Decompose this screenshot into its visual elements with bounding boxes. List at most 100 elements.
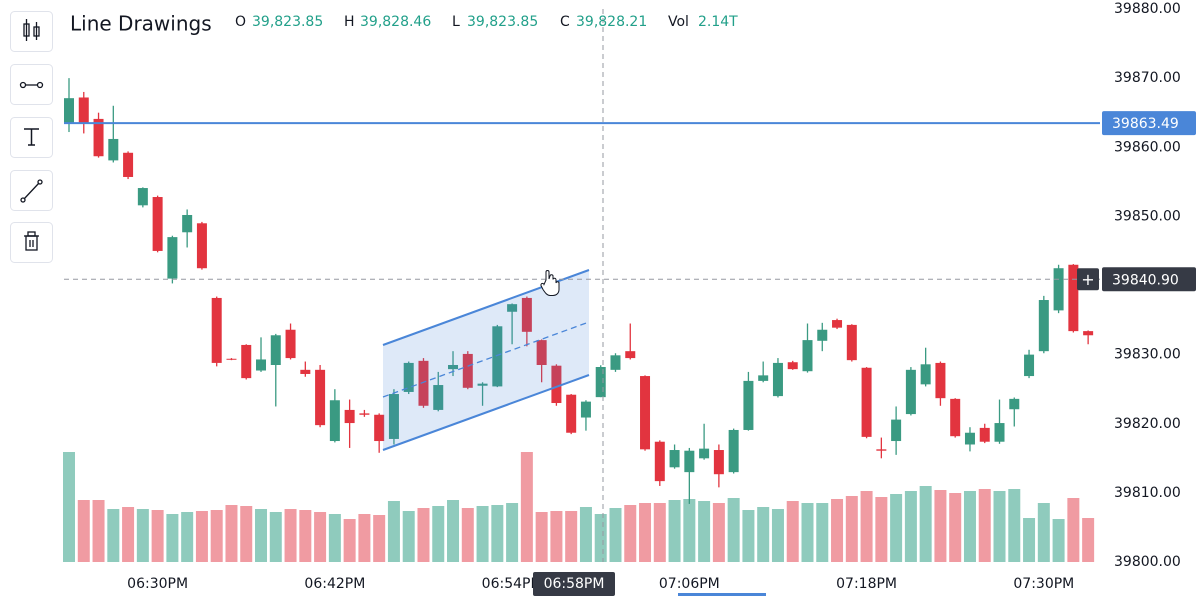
volume-bar <box>535 512 548 562</box>
candle-body <box>93 118 104 157</box>
candle-body <box>743 380 754 430</box>
candle-body <box>256 359 267 371</box>
volume-bar <box>299 510 312 562</box>
candle-body <box>403 362 414 392</box>
volume-bar <box>447 500 460 562</box>
volume-bar <box>166 514 179 562</box>
volume-bar <box>225 505 238 562</box>
volume-bar <box>771 509 784 562</box>
candle-body <box>684 450 695 473</box>
x-tick-label: 07:06PM <box>659 576 720 592</box>
volume-bar <box>742 510 755 562</box>
volume-bar <box>727 498 740 562</box>
candle-body <box>492 326 503 387</box>
candle-body <box>226 358 237 360</box>
volume-bar <box>506 503 519 562</box>
candle-body <box>78 97 89 124</box>
candle-body <box>108 138 119 161</box>
volume-bar <box>624 505 637 562</box>
candle-body <box>964 432 975 445</box>
candle-body <box>1038 300 1049 352</box>
volume-bar <box>328 514 341 562</box>
candle-body <box>1009 398 1020 410</box>
candle-body <box>551 365 562 404</box>
volume-bar <box>845 496 858 562</box>
volume-bar <box>609 508 622 562</box>
scrollbar[interactable] <box>678 593 766 596</box>
candle-body <box>935 362 946 399</box>
candle-body <box>920 364 931 385</box>
volume-bar <box>993 491 1006 562</box>
candle-body <box>167 237 178 279</box>
ohlc-legend: O 39,823.85 H 39,828.46 L 39,823.85 C 39… <box>235 14 738 30</box>
price-label: 39863.49 <box>1112 116 1179 132</box>
y-tick-label: 39880.00 <box>1114 1 1181 17</box>
volume-bar <box>255 509 268 562</box>
legend-key: H <box>344 14 355 30</box>
candle-body <box>388 394 399 439</box>
candle-body <box>654 441 665 482</box>
candle-body <box>152 197 163 251</box>
crosshair-plus: + <box>1081 270 1094 289</box>
volume-bar <box>284 509 297 562</box>
candle-body <box>433 385 444 410</box>
candle-body <box>462 353 473 388</box>
volume-bar <box>875 497 888 562</box>
candle-body <box>182 214 193 233</box>
y-tick-label: 39800.00 <box>1114 554 1181 570</box>
y-tick-label: 39870.00 <box>1114 70 1181 86</box>
legend-key: L <box>452 14 460 30</box>
volume-bar <box>520 452 533 562</box>
candle-body <box>448 364 459 370</box>
crosshair-time: 06:58PM <box>544 576 605 592</box>
candle-body <box>374 414 385 442</box>
x-tick-label: 07:18PM <box>836 576 897 592</box>
candle-body <box>329 400 340 442</box>
candle-tool[interactable] <box>10 11 53 52</box>
candle-body <box>300 369 311 374</box>
volume-bar <box>314 512 327 562</box>
volume-bar <box>373 515 386 562</box>
candle-body <box>344 409 355 424</box>
crosshair-plus-box <box>1077 268 1099 291</box>
candle-body <box>861 367 872 437</box>
legend-key: O <box>235 14 246 30</box>
volume-bar <box>136 509 149 562</box>
volume-bar <box>565 511 578 562</box>
volume-bar <box>963 491 976 562</box>
candle-body <box>832 320 843 328</box>
legend-value: 2.14T <box>698 14 738 30</box>
volume-bar <box>476 506 489 562</box>
candle-body <box>1083 331 1094 336</box>
candle-body <box>625 351 636 359</box>
legend-value: 39,823.85 <box>467 14 538 30</box>
candle-body <box>802 340 813 372</box>
volume-bar <box>683 499 696 562</box>
candle-body <box>580 401 591 418</box>
volume-bar <box>816 503 829 562</box>
y-tick-label: 39850.00 <box>1114 208 1181 224</box>
candle-body <box>241 344 252 379</box>
candle-body <box>507 304 518 312</box>
candle-body <box>640 376 651 450</box>
legend-key: C <box>560 14 570 30</box>
volume-bar <box>151 510 164 562</box>
volume-bar <box>978 489 991 562</box>
candle-body <box>610 355 621 370</box>
x-tick-label: 06:30PM <box>127 576 188 592</box>
delete-tool[interactable] <box>10 222 53 263</box>
candle-body <box>772 362 783 397</box>
volume-bar <box>107 509 120 562</box>
parallel-channel[interactable] <box>382 269 590 451</box>
volume-bar <box>343 519 356 562</box>
x-tick-label: 07:30PM <box>1013 576 1074 592</box>
volume-bar <box>860 491 873 562</box>
volume-bar <box>890 494 903 562</box>
volume-bar <box>757 507 770 562</box>
legend-value: 39,823.85 <box>252 14 323 30</box>
volume-bar <box>122 507 135 562</box>
candle-body <box>285 329 296 359</box>
volume-bar <box>668 500 681 562</box>
x-tick-label: 06:54PM <box>482 576 543 592</box>
candle-body <box>699 448 710 459</box>
